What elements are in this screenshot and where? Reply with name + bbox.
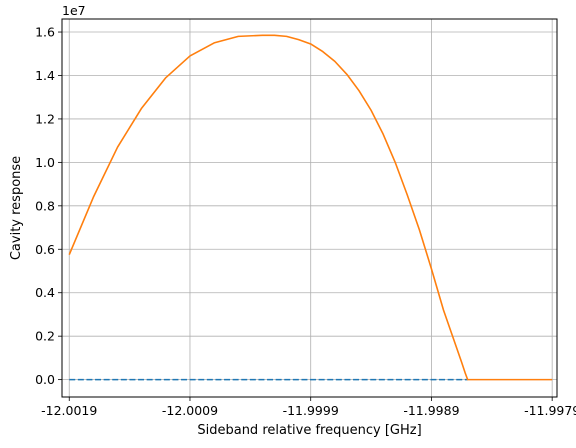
grid [62,19,557,397]
plot-frame [61,18,558,398]
y-tick-label: 0.6 [35,242,55,257]
x-tick-label: -12.0019 [41,403,97,418]
x-tick-label: -11.9979 [524,403,576,418]
y-tick-label: 1.4 [35,68,55,83]
x-axis: -12.0019 -12.0009 -11.9999 -11.9989 -11.9979 [41,397,576,418]
series-group [68,34,553,381]
x-tick-label: -12.0009 [162,403,218,418]
x-tick-label: -11.9989 [403,403,459,418]
y-tick-label: 0.8 [35,198,55,213]
y-offset-label: 1e7 [62,3,86,18]
y-tick-label: 1.6 [35,25,55,40]
y-axis: 0.0 0.2 0.4 0.6 0.8 1.0 1.2 1.4 1.6 [35,25,62,387]
y-tick-label: 0.4 [35,285,55,300]
y-axis-label: Cavity response [9,156,24,260]
series-line-1 [68,34,553,381]
y-tick-label: 1.2 [35,111,55,126]
y-tick-label: 0.2 [35,329,55,344]
x-tick-label: -11.9999 [283,403,339,418]
y-tick-label: 0.0 [35,372,55,387]
y-tick-label: 1.0 [35,155,55,170]
x-axis-label: Sideband relative frequency [GHz] [197,423,421,438]
